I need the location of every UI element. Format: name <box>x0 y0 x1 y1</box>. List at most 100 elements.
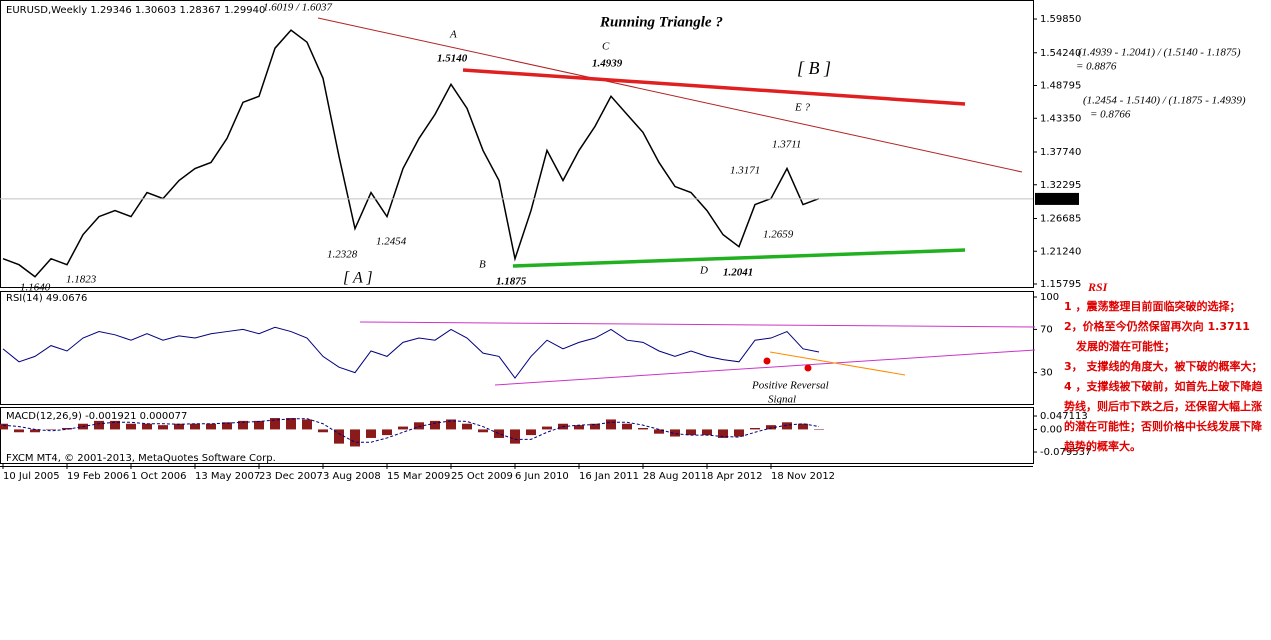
annotation: 1.1875 <box>496 276 527 288</box>
note-line: 1 ，震荡整理目前面临突破的选择； <box>1064 299 1240 313</box>
x-tick-label: 16 Jan 2011 <box>579 471 639 482</box>
annotation: Signal <box>768 394 796 406</box>
note-line: 发展的潜在可能性； <box>1075 339 1175 353</box>
annotation: [ B ] <box>797 58 831 78</box>
current-price-box <box>1035 192 1079 205</box>
bar <box>686 429 696 436</box>
y-tick-label: 70 <box>1040 324 1053 335</box>
rsi-trend-line <box>359 321 1036 328</box>
x-tick-label: 3 Aug 2008 <box>323 471 381 482</box>
annotation: (1.4939 - 1.2041) / (1.5140 - 1.1875) <box>1078 47 1241 59</box>
support-line <box>512 248 966 268</box>
annotation: = 0.8766 <box>1090 109 1131 121</box>
bar <box>30 429 40 433</box>
y-tick-label: 1.59850 <box>1040 14 1081 25</box>
bar <box>110 420 120 430</box>
bar <box>798 423 808 430</box>
rsi-title: RSI(14) 49.0676 <box>6 293 87 304</box>
rsi-panel <box>0 291 1034 405</box>
x-tick-label: 23 Dec 2007 <box>259 471 323 482</box>
y-tick-label: 0.00 <box>1040 424 1062 435</box>
trend-line <box>317 17 1023 173</box>
bar <box>350 429 360 447</box>
bar <box>142 423 152 430</box>
bar <box>62 427 72 430</box>
annotation: 1.3711 <box>772 139 801 151</box>
annotation: C <box>602 41 610 53</box>
y-tick-label: 1.15795 <box>1040 279 1081 290</box>
bar <box>478 429 488 433</box>
bar <box>126 423 136 430</box>
annotation: [ A ] <box>343 270 373 287</box>
note-line: 4 ，支撑线被下破前，如首先上破下降趋 <box>1064 379 1263 393</box>
bar <box>494 429 504 438</box>
annotation: = 0.8876 <box>1076 61 1117 73</box>
note-line: 的潜在可能性；否则价格中长线发展下降 <box>1064 419 1263 433</box>
bar <box>254 420 264 430</box>
signal-dot <box>763 357 771 365</box>
bar <box>382 429 392 436</box>
bar <box>734 429 744 437</box>
annotation: E ? <box>794 102 810 114</box>
bar <box>302 419 312 430</box>
current-price-label: 1.29940 <box>1038 194 1079 205</box>
annotation: D <box>699 265 708 277</box>
bar <box>446 419 456 430</box>
bar <box>286 418 296 430</box>
bar <box>398 426 408 430</box>
x-tick-label: 28 Aug 2011 <box>643 471 707 482</box>
signal-line <box>2 418 820 443</box>
y-tick-label: 1.54240 <box>1040 48 1081 59</box>
annotation: 1.6019 / 1.6037 <box>263 2 333 14</box>
note-line: 2，价格至今仍然保留再次向 1.3711 <box>1064 319 1250 333</box>
bar <box>542 426 552 430</box>
y-tick-label: -0.079537 <box>1040 447 1091 458</box>
note-line: 趋势的概率大。 <box>1064 439 1141 453</box>
bar <box>414 422 424 430</box>
annotation: 1.2659 <box>763 229 794 241</box>
x-tick-label: 1 Oct 2006 <box>131 471 186 482</box>
footer: FXCM MT4, © 2001-2013, MetaQuotes Softwa… <box>6 453 276 464</box>
x-tick-label: 15 Mar 2009 <box>387 471 450 482</box>
bar <box>94 420 104 430</box>
bar <box>190 423 200 430</box>
signal-dot <box>804 364 812 372</box>
annotation: Positive Reversal <box>751 380 829 392</box>
bar <box>222 422 232 430</box>
bar <box>702 429 712 436</box>
bar <box>814 429 824 430</box>
bar <box>158 425 168 430</box>
y-tick-label: 1.43350 <box>1040 113 1081 124</box>
annotation: 1.1823 <box>66 274 97 286</box>
annotation: 1.2454 <box>376 236 407 248</box>
bar <box>638 427 648 430</box>
annotation: 1.4939 <box>592 58 623 70</box>
bar <box>766 425 776 430</box>
bar <box>670 429 680 437</box>
bar <box>462 423 472 430</box>
chart-title: EURUSD,Weekly 1.29346 1.30603 1.28367 1.… <box>6 5 265 16</box>
x-tick-label: 18 Nov 2012 <box>771 471 835 482</box>
x-tick-label: 6 Jun 2010 <box>515 471 569 482</box>
annotation: 1.1640 <box>20 282 51 294</box>
bar <box>174 423 184 430</box>
y-tick-label: 30 <box>1040 368 1053 379</box>
notes-title: RSI <box>1087 280 1109 294</box>
y-tick-label: 1.48795 <box>1040 81 1081 92</box>
price-panel <box>0 0 1034 288</box>
bar <box>318 429 328 433</box>
bar <box>510 429 520 444</box>
x-tick-label: 19 Feb 2006 <box>67 471 129 482</box>
note-line: 势线，则后市下跌之后，还保留大幅上涨 <box>1064 399 1262 413</box>
y-tick-label: 0.047113 <box>1040 411 1088 422</box>
y-tick-label: 1.32295 <box>1040 180 1081 191</box>
annotation: B <box>479 259 486 271</box>
bar <box>782 422 792 430</box>
annotation: 1.2328 <box>327 249 358 261</box>
data-line <box>2 326 820 379</box>
bar <box>238 420 248 430</box>
bar <box>270 418 280 430</box>
annotation: (1.2454 - 1.5140) / (1.1875 - 1.4939) <box>1083 95 1246 107</box>
resistance-line <box>462 68 966 106</box>
annotation: Running Triangle ? <box>599 14 723 30</box>
